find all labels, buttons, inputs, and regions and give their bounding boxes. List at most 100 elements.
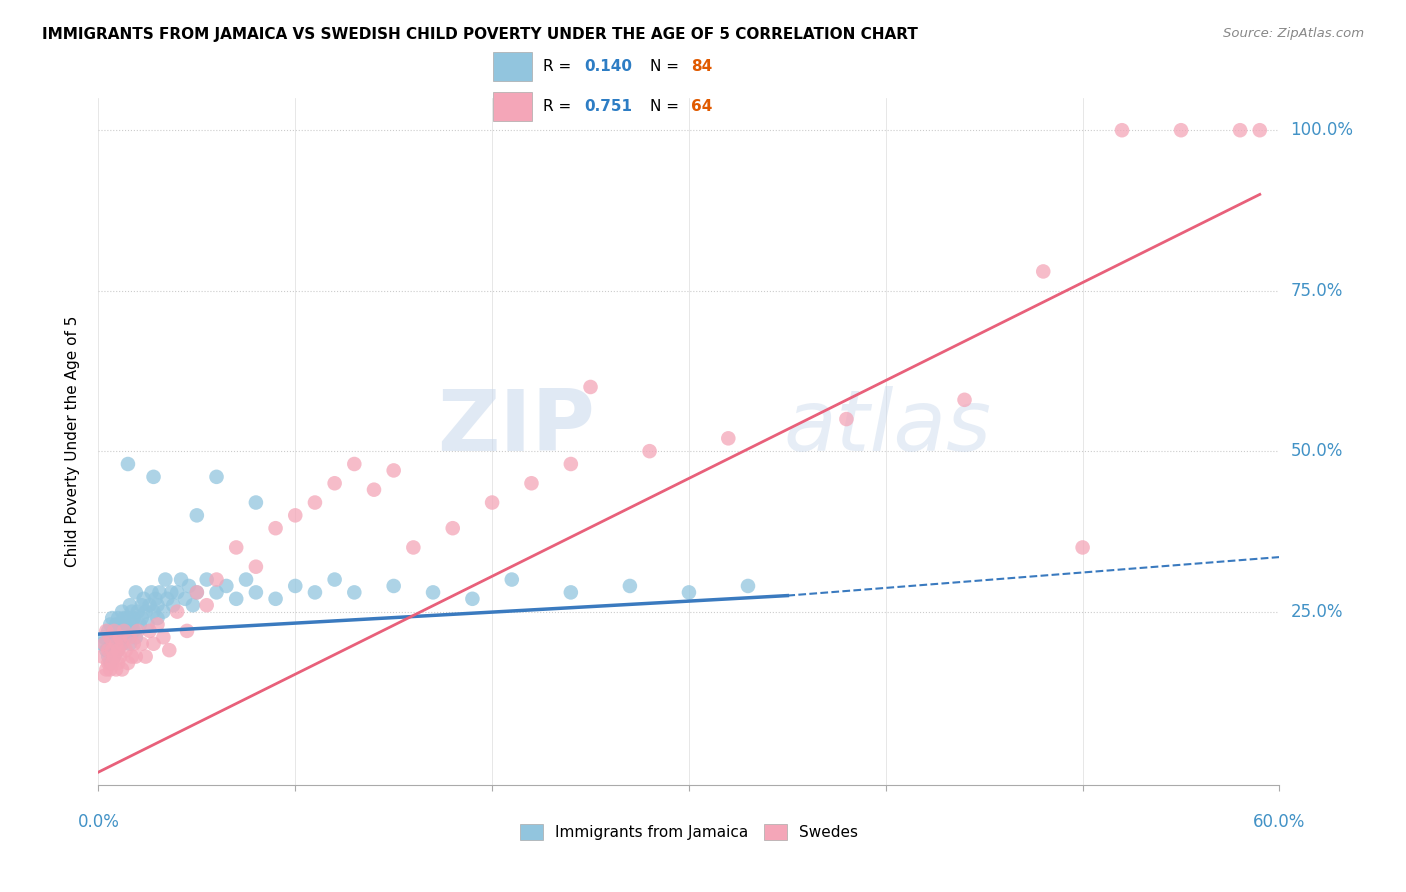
- Point: [284, 508, 307, 523]
- Point: [107, 643, 129, 657]
- Point: [146, 599, 169, 613]
- Point: [186, 585, 208, 599]
- Point: [107, 656, 129, 670]
- Point: [205, 470, 228, 484]
- Point: [343, 585, 366, 599]
- Point: [148, 585, 170, 599]
- Point: [105, 662, 128, 676]
- Text: N =: N =: [650, 99, 683, 114]
- Point: [108, 649, 131, 664]
- Point: [195, 573, 218, 587]
- Point: [441, 521, 464, 535]
- Point: [363, 483, 385, 497]
- Point: [121, 649, 143, 664]
- Point: [638, 444, 661, 458]
- Point: [135, 605, 157, 619]
- Point: [98, 630, 121, 644]
- Point: [96, 662, 118, 676]
- Text: 0.751: 0.751: [583, 99, 631, 114]
- Point: [111, 637, 134, 651]
- Point: [186, 508, 208, 523]
- Point: [560, 457, 582, 471]
- Point: [481, 495, 503, 509]
- Point: [323, 573, 346, 587]
- Point: [1229, 123, 1251, 137]
- Point: [103, 624, 125, 638]
- Point: [103, 649, 125, 664]
- Point: [176, 624, 198, 638]
- Point: [107, 624, 129, 638]
- Point: [953, 392, 976, 407]
- Point: [93, 637, 115, 651]
- Point: [108, 630, 131, 644]
- Point: [121, 617, 143, 632]
- Point: [98, 656, 121, 670]
- Point: [304, 495, 326, 509]
- Point: [93, 630, 115, 644]
- Point: [117, 656, 139, 670]
- Text: 0.0%: 0.0%: [77, 813, 120, 830]
- Point: [304, 585, 326, 599]
- Point: [118, 630, 141, 644]
- Point: [117, 624, 139, 638]
- Point: [107, 643, 129, 657]
- Point: [146, 617, 169, 632]
- Point: [245, 585, 267, 599]
- Point: [93, 669, 115, 683]
- Point: [125, 630, 148, 644]
- Point: [112, 624, 135, 638]
- Point: [111, 662, 134, 676]
- Point: [131, 637, 153, 651]
- Point: [162, 599, 184, 613]
- Point: [98, 662, 121, 676]
- Text: 25.0%: 25.0%: [1291, 603, 1343, 621]
- Point: [91, 637, 114, 651]
- Point: [121, 605, 143, 619]
- Point: [1032, 264, 1054, 278]
- Point: [160, 585, 183, 599]
- Point: [117, 611, 139, 625]
- Point: [382, 579, 405, 593]
- Point: [125, 649, 148, 664]
- Point: [1111, 123, 1133, 137]
- Point: [131, 599, 153, 613]
- Point: [1249, 123, 1271, 137]
- Point: [103, 643, 125, 657]
- Point: [174, 591, 197, 606]
- Point: [186, 585, 208, 599]
- Y-axis label: Child Poverty Under the Age of 5: Child Poverty Under the Age of 5: [65, 316, 80, 567]
- Point: [181, 599, 204, 613]
- Point: [141, 585, 163, 599]
- Point: [98, 630, 121, 644]
- Point: [166, 585, 188, 599]
- Point: [97, 643, 120, 657]
- Point: [520, 476, 543, 491]
- Point: [97, 656, 120, 670]
- Point: [717, 431, 740, 445]
- Point: [678, 585, 700, 599]
- Text: 75.0%: 75.0%: [1291, 282, 1343, 300]
- Point: [170, 573, 193, 587]
- Point: [215, 579, 238, 593]
- Text: 64: 64: [690, 99, 711, 114]
- Point: [382, 463, 405, 477]
- Text: 50.0%: 50.0%: [1291, 442, 1343, 460]
- Point: [105, 617, 128, 632]
- Point: [195, 599, 218, 613]
- Text: 84: 84: [690, 59, 711, 74]
- Point: [177, 579, 200, 593]
- Point: [422, 585, 444, 599]
- Point: [152, 605, 174, 619]
- Text: R =: R =: [543, 99, 576, 114]
- Point: [138, 599, 160, 613]
- Point: [619, 579, 641, 593]
- Point: [117, 457, 139, 471]
- Point: [105, 637, 128, 651]
- Point: [111, 605, 134, 619]
- Point: [97, 649, 120, 664]
- Point: [132, 591, 155, 606]
- Point: [98, 617, 121, 632]
- Point: [122, 637, 145, 651]
- Point: [115, 630, 138, 644]
- Point: [96, 643, 118, 657]
